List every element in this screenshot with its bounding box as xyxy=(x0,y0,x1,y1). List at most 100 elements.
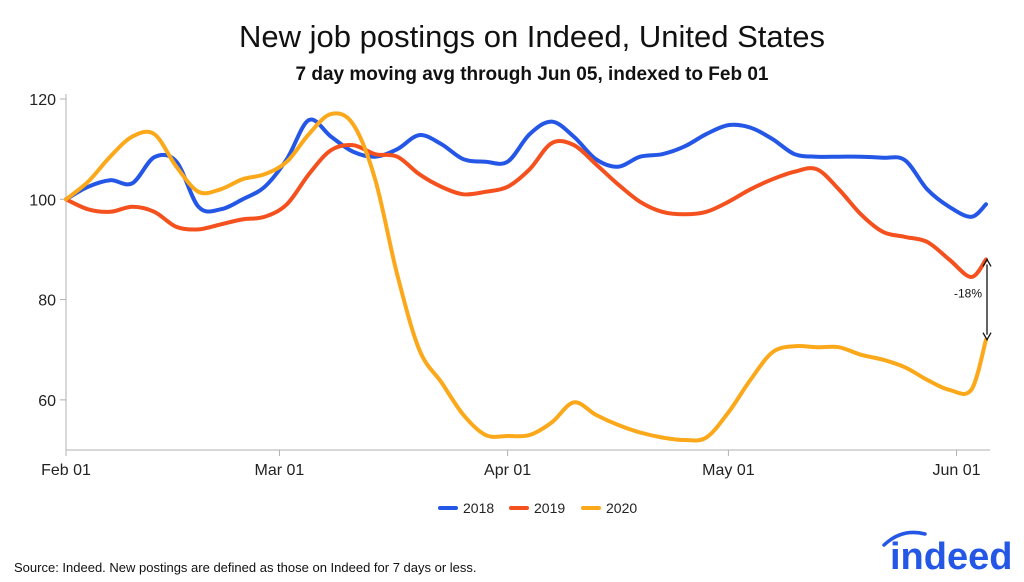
data-point xyxy=(793,153,796,156)
data-point xyxy=(925,188,929,191)
data-point xyxy=(771,178,774,181)
data-point xyxy=(594,163,598,166)
data-point xyxy=(705,132,708,136)
data-point xyxy=(948,205,951,208)
x-tick-label: Jun 01 xyxy=(933,462,981,479)
data-point xyxy=(661,153,664,156)
data-point xyxy=(109,210,112,213)
y-tick-labels: 60 80 100 120 xyxy=(29,92,66,410)
data-point xyxy=(683,213,686,216)
data-point xyxy=(727,200,730,203)
data-point xyxy=(329,135,333,138)
logo-text: indeed xyxy=(890,536,1012,578)
data-point xyxy=(925,378,929,381)
data-point xyxy=(440,185,443,188)
arrowhead-up-icon xyxy=(982,258,992,267)
data-point xyxy=(661,210,664,213)
data-point xyxy=(373,178,377,181)
data-point xyxy=(594,413,598,417)
data-point xyxy=(462,193,465,196)
data-point xyxy=(197,205,200,208)
data-point xyxy=(638,200,642,203)
data-point xyxy=(86,180,90,183)
data-point xyxy=(153,132,156,136)
data-point xyxy=(64,198,68,201)
axes xyxy=(65,94,990,451)
data-point xyxy=(903,366,907,369)
data-point xyxy=(418,133,421,137)
data-point xyxy=(616,165,620,168)
data-point xyxy=(219,208,222,211)
data-point xyxy=(970,388,973,391)
data-point xyxy=(528,132,531,136)
data-point xyxy=(462,413,465,417)
data-point xyxy=(948,258,951,261)
data-point xyxy=(396,155,399,158)
series-2019 xyxy=(64,139,988,279)
data-point xyxy=(793,345,796,348)
data-point xyxy=(263,215,266,218)
data-point xyxy=(418,173,421,176)
data-point xyxy=(859,155,863,158)
data-point xyxy=(373,153,377,156)
data-point xyxy=(86,208,90,211)
data-point xyxy=(616,183,620,186)
data-point xyxy=(86,185,90,188)
data-point xyxy=(661,436,664,439)
data-point xyxy=(484,433,487,437)
annotation-label: -18% xyxy=(954,287,982,301)
data-point xyxy=(881,358,885,361)
data-point xyxy=(771,351,774,354)
source-note: Source: Indeed. New postings are defined… xyxy=(14,560,477,575)
data-point xyxy=(970,275,973,279)
data-point xyxy=(837,346,840,349)
data-point xyxy=(815,155,818,158)
data-point xyxy=(285,160,288,163)
data-point xyxy=(175,160,178,163)
data-point xyxy=(131,182,134,185)
x-tick-label: May 01 xyxy=(702,462,755,479)
data-point xyxy=(109,179,112,182)
y-tick-label: 120 xyxy=(29,92,56,109)
chart-title: New job postings on Indeed, United State… xyxy=(239,19,825,54)
data-point xyxy=(572,401,575,404)
data-point xyxy=(815,168,818,171)
data-point xyxy=(572,135,575,138)
data-point xyxy=(594,158,598,161)
data-point xyxy=(970,215,973,218)
data-point xyxy=(727,411,730,414)
series-line-2020 xyxy=(64,111,988,443)
data-point xyxy=(484,160,487,163)
data-point xyxy=(263,173,266,176)
data-point xyxy=(351,143,355,147)
x-tick-label: Feb 01 xyxy=(41,462,91,479)
data-point xyxy=(197,228,200,231)
data-point xyxy=(881,156,885,159)
data-point xyxy=(859,353,863,356)
legend-label: 2020 xyxy=(606,500,637,516)
legend-label: 2019 xyxy=(534,500,565,516)
data-point xyxy=(131,205,134,208)
data-point xyxy=(528,433,531,437)
y-tick-label: 100 xyxy=(29,192,56,209)
data-point xyxy=(109,155,112,158)
data-point xyxy=(925,240,929,244)
data-point xyxy=(263,185,266,188)
data-point xyxy=(241,218,244,221)
data-point xyxy=(506,160,509,163)
data-point xyxy=(859,213,863,216)
data-point xyxy=(793,170,796,173)
arrowhead-down-icon xyxy=(982,332,992,342)
annotation: -18% xyxy=(954,258,992,342)
data-point xyxy=(329,112,333,116)
data-point xyxy=(418,348,421,351)
data-point xyxy=(616,423,620,427)
indeed-logo: indeed xyxy=(882,530,1012,578)
chart-subtitle: 7 day moving avg through Jun 05, indexed… xyxy=(296,64,769,85)
data-point xyxy=(572,143,575,147)
data-point xyxy=(638,431,642,434)
data-point xyxy=(683,438,686,442)
data-point xyxy=(881,230,885,234)
data-point xyxy=(727,123,730,127)
